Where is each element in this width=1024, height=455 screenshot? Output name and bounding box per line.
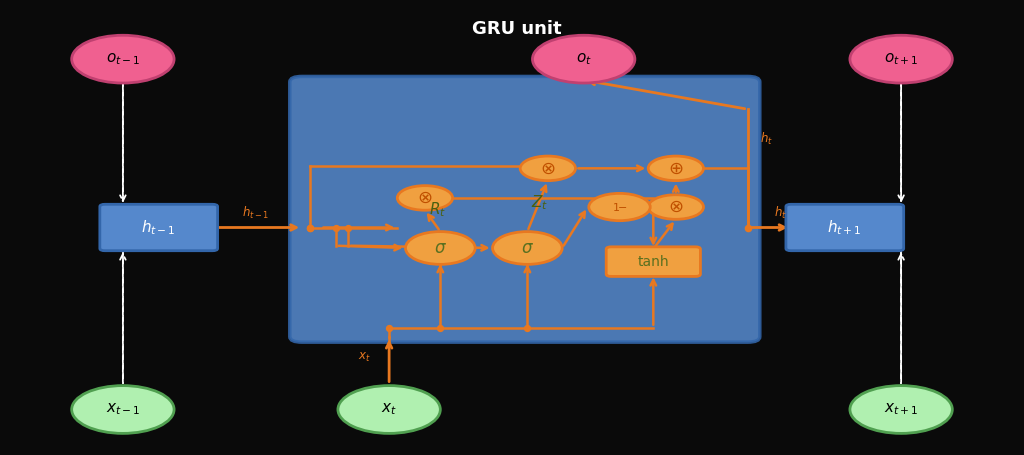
Text: $\sigma$: $\sigma$: [434, 239, 446, 257]
Text: $o_{t+1}$: $o_{t+1}$: [884, 51, 919, 67]
Point: [302, 224, 318, 231]
Text: GRU unit: GRU unit: [472, 20, 562, 39]
FancyBboxPatch shape: [786, 204, 903, 251]
Text: $h_{t-1}$: $h_{t-1}$: [141, 218, 176, 237]
Ellipse shape: [406, 232, 475, 264]
Text: $\otimes$: $\otimes$: [668, 198, 684, 216]
Text: $x_{t+1}$: $x_{t+1}$: [884, 402, 919, 417]
Text: $h_t$: $h_t$: [760, 131, 773, 147]
Text: $x_t$: $x_t$: [358, 351, 371, 364]
Text: $\otimes$: $\otimes$: [417, 189, 433, 207]
Ellipse shape: [493, 232, 562, 264]
Text: $\sigma$: $\sigma$: [521, 239, 534, 257]
Circle shape: [397, 186, 453, 210]
Ellipse shape: [338, 386, 440, 433]
Ellipse shape: [850, 386, 952, 433]
Text: $\oplus$: $\oplus$: [668, 159, 684, 177]
Point: [381, 324, 397, 331]
Text: $x_{t}$: $x_{t}$: [381, 402, 397, 417]
Text: $Z_t$: $Z_t$: [531, 193, 548, 212]
Text: $R_t$: $R_t$: [429, 200, 445, 219]
Text: $x_{t-1}$: $x_{t-1}$: [105, 402, 140, 417]
FancyBboxPatch shape: [606, 247, 700, 277]
Circle shape: [520, 156, 575, 181]
Text: $o_{t}$: $o_{t}$: [575, 51, 592, 67]
Circle shape: [648, 156, 703, 181]
Point: [328, 224, 344, 231]
Text: $o_{t-1}$: $o_{t-1}$: [105, 51, 140, 67]
Point: [432, 324, 449, 331]
Text: $h_t$: $h_t$: [774, 205, 786, 221]
Ellipse shape: [850, 35, 952, 83]
Point: [519, 324, 536, 331]
Point: [302, 224, 318, 231]
FancyBboxPatch shape: [100, 204, 217, 251]
Text: $1\!\!-$: $1\!\!-$: [611, 201, 628, 213]
Ellipse shape: [72, 386, 174, 433]
Text: $\otimes$: $\otimes$: [540, 159, 556, 177]
Point: [340, 224, 356, 231]
Point: [739, 224, 756, 231]
Text: $h_{t+1}$: $h_{t+1}$: [827, 218, 862, 237]
Text: $h_{t-1}$: $h_{t-1}$: [243, 205, 269, 221]
FancyBboxPatch shape: [290, 76, 760, 342]
Ellipse shape: [72, 35, 174, 83]
Text: tanh: tanh: [638, 255, 669, 268]
Ellipse shape: [532, 35, 635, 83]
Circle shape: [589, 193, 650, 221]
Circle shape: [648, 195, 703, 219]
